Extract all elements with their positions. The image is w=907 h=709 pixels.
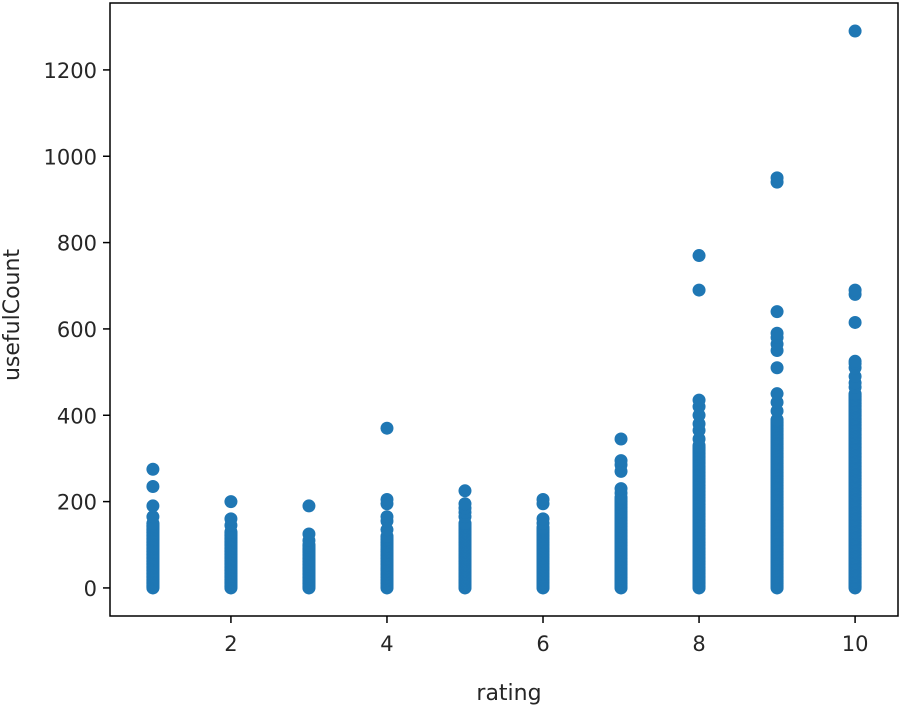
x-tick-label: 4 bbox=[380, 632, 393, 656]
plot-frame bbox=[109, 2, 899, 617]
y-tick-label: 400 bbox=[57, 404, 97, 428]
data-point bbox=[146, 499, 160, 513]
data-point bbox=[770, 305, 784, 319]
y-tick-label: 800 bbox=[57, 232, 97, 256]
data-point bbox=[146, 462, 160, 476]
data-point bbox=[614, 482, 628, 496]
data-point bbox=[848, 283, 862, 297]
x-tick-label: 8 bbox=[692, 632, 705, 656]
data-point bbox=[614, 432, 628, 446]
data-point bbox=[380, 421, 394, 435]
data-point bbox=[302, 499, 316, 513]
tick-group: 2 4 6 8 10 0 200 400 600 800 1000 1200 bbox=[44, 59, 869, 656]
data-point bbox=[146, 479, 160, 493]
data-point bbox=[302, 527, 316, 541]
data-point bbox=[614, 454, 628, 468]
data-point bbox=[848, 315, 862, 329]
data-point bbox=[224, 495, 238, 509]
data-point bbox=[458, 497, 472, 511]
data-point bbox=[848, 354, 862, 368]
data-point bbox=[146, 510, 160, 524]
data-point bbox=[692, 283, 706, 297]
y-tick-label: 0 bbox=[84, 577, 97, 601]
data-point bbox=[536, 492, 550, 506]
data-point bbox=[770, 387, 784, 401]
data-point bbox=[458, 484, 472, 498]
x-tick-label: 2 bbox=[224, 632, 237, 656]
y-tick-label: 1200 bbox=[44, 59, 97, 83]
data-point bbox=[770, 361, 784, 375]
data-point bbox=[692, 249, 706, 263]
y-tick-label: 600 bbox=[57, 318, 97, 342]
data-point bbox=[848, 24, 862, 38]
data-point bbox=[770, 171, 784, 185]
data-point bbox=[692, 393, 706, 407]
data-point bbox=[536, 512, 550, 526]
data-point bbox=[380, 492, 394, 506]
data-point bbox=[770, 326, 784, 340]
x-axis-label: rating bbox=[476, 681, 541, 706]
points-group bbox=[146, 24, 862, 595]
y-tick-label: 1000 bbox=[44, 145, 97, 169]
y-tick-label: 200 bbox=[57, 491, 97, 515]
data-point bbox=[224, 512, 238, 526]
x-tick-label: 10 bbox=[842, 632, 869, 656]
data-point bbox=[380, 510, 394, 524]
y-axis-label: usefulCount bbox=[0, 249, 25, 381]
x-tick-label: 6 bbox=[536, 632, 549, 656]
